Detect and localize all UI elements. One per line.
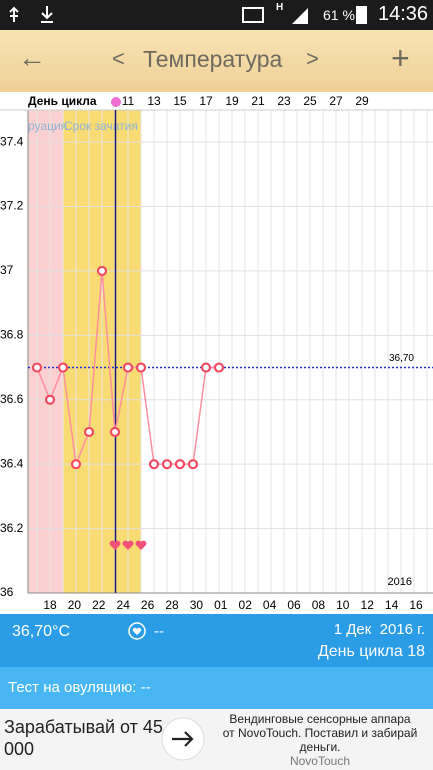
usb-icon [9,6,19,22]
mute-icon [242,7,264,23]
temperature: 36,70°C [12,623,70,640]
note-icon[interactable] [127,621,147,641]
heart [122,540,134,550]
status-bar: H 61 % 14:36 [0,0,433,30]
x-tick-label: 06 [287,598,301,612]
temperature-point [122,362,134,373]
phase-label: Срок зачатия [64,119,138,133]
y-tick-label: 37.4 [0,134,24,148]
status-icons: H [9,2,367,24]
cycle-day-label: 25 [303,94,317,108]
heart [135,540,147,550]
x-tick-label: 04 [263,598,277,612]
next-button[interactable]: > [306,46,319,71]
chart: День цикла руация Срок зачатия 2016 3636… [0,94,433,613]
today-marker [111,97,121,107]
network-h: H [276,2,283,13]
cycle-day-label: 23 [277,94,291,108]
year-label: 2016 [388,576,412,588]
temperature-point [187,459,199,470]
ad-text: деньги. [299,740,341,754]
hearts [109,540,147,550]
x-tick-label: 01 [214,598,228,612]
cycle-day-label: 27 [329,94,343,108]
x-tick-label: 30 [190,598,204,612]
cycle-day-label: 21 [251,94,265,108]
cycle-day-label: 13 [147,94,161,108]
phase-label: руация [28,119,67,133]
temperature-point [148,459,160,470]
date: 1 Дек 2016 г. [333,621,425,638]
cycle-day-label: 29 [355,94,369,108]
temperature-point [70,459,82,470]
temperature-point [135,362,147,373]
ad-text: от NovoTouch. Поставил и забирай [222,726,418,740]
cycle-day-label: 11 [122,94,135,108]
temperature-point [200,362,212,373]
ad-brand: NovoTouch [289,754,351,768]
cycle-day-label: 15 [173,94,187,108]
screen-title: Температура [143,46,283,72]
x-tick-label: 12 [361,598,375,612]
ovulation-panel[interactable]: Тест на овуляцию: -- [0,667,433,709]
temperature-point [57,362,69,373]
back-button[interactable]: ← [18,42,46,73]
temperature-point [109,426,121,438]
clock: 14:36 [378,3,429,25]
heart [109,540,121,550]
reference-label: 36,70 [389,353,414,364]
toolbar: ← < Температура > + [0,30,433,92]
temperature-point [213,362,225,373]
x-tick-label: 20 [68,598,82,612]
x-tick-label: 26 [141,598,155,612]
cycle-day: День цикла 18 [317,643,425,660]
add-button[interactable]: + [391,40,410,76]
cycle-day-label: 19 [225,94,239,108]
ad-arrow[interactable] [160,716,206,762]
x-tick-label: 08 [312,598,326,612]
x-tick-label: 16 [409,598,423,612]
ad-text: Вендинговые сенсорные аппара [229,712,411,726]
note: -- [154,623,164,640]
temperature-point [96,265,108,277]
x-tick-label: 18 [43,598,57,612]
download-icon [41,6,53,23]
summary-panel: 36,70°C -- 1 Дек 2016 г. День цикла 18 [0,614,433,667]
y-tick-label: 36 [0,585,14,599]
x-tick-label: 02 [239,598,253,612]
ad-banner[interactable]: Зарабатывай от 45 000 Вендинговые сенсор… [0,709,433,770]
temperature-point [83,426,95,438]
top-axis-title: День цикла [28,94,97,108]
x-tick-label: 28 [165,598,179,612]
menstruation-band [28,110,63,593]
x-tick-label: 14 [385,598,399,612]
battery-icon [356,6,367,24]
x-tick-label: 10 [336,598,350,612]
temperature-point [161,459,173,470]
ad-headline: Зарабатывай от 45 000 [4,717,163,759]
temperature-point [31,362,43,373]
y-tick-label: 36.6 [0,392,24,406]
cycle-day-label: 17 [199,94,213,108]
ovulation-test: Тест на овуляцию: -- [8,679,151,696]
y-tick-label: 37 [0,263,14,277]
y-tick-label: 36.2 [0,521,24,535]
temperature-point [174,459,186,470]
temperature-point [44,394,56,405]
x-tick-label: 24 [117,598,131,612]
y-tick-label: 36.8 [0,328,24,342]
signal-icon [292,8,308,24]
prev-button[interactable]: < [112,46,125,71]
y-tick-label: 36.4 [0,456,24,470]
x-tick-label: 22 [92,598,106,612]
y-tick-label: 37.2 [0,199,24,213]
battery-level: 61 % [323,7,355,23]
